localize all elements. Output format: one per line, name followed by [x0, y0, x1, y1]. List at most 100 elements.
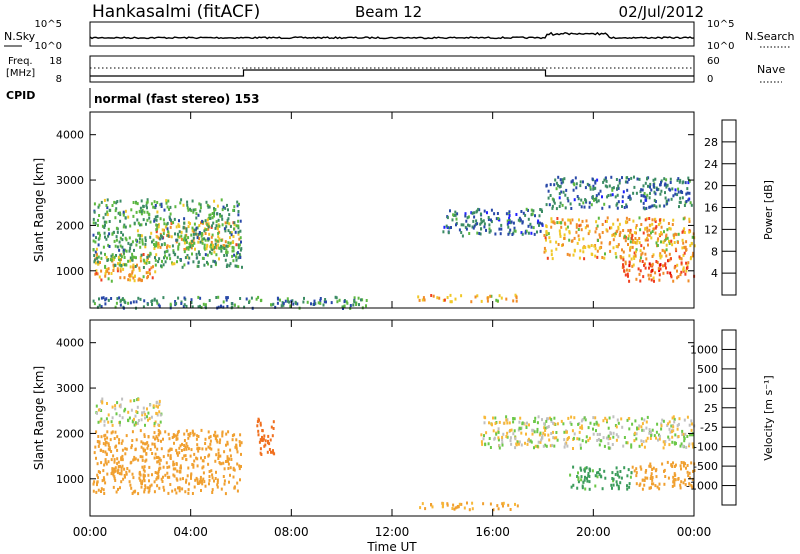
power-cell	[646, 193, 649, 197]
power-cell	[336, 300, 339, 304]
power-cell	[118, 257, 120, 261]
power-cell	[197, 305, 200, 309]
velocity-cell	[103, 434, 106, 438]
power-cell	[665, 266, 667, 270]
power-cell	[651, 218, 654, 222]
power-cell	[115, 301, 118, 305]
velocity-cell	[635, 482, 638, 486]
power-cell	[144, 236, 147, 240]
power-cell	[270, 303, 272, 307]
power-cell	[490, 218, 492, 222]
velocity-cell	[127, 410, 130, 414]
velocity-cell	[225, 432, 228, 436]
velocity-cell	[636, 427, 639, 431]
power-cell	[152, 238, 155, 242]
power-cell	[456, 212, 459, 216]
power-cell	[593, 186, 596, 190]
power-cell	[204, 253, 207, 257]
power-cell	[634, 237, 637, 240]
velocity-cell	[608, 446, 611, 450]
noise-left-label: N.Sky	[4, 30, 36, 43]
velocity-cell	[589, 469, 592, 473]
power-cell	[106, 198, 109, 202]
power-cell	[629, 228, 632, 232]
velocity-cell	[607, 442, 610, 446]
velocity-cell	[158, 466, 161, 470]
power-cell	[124, 216, 127, 220]
velocity-cell	[540, 438, 543, 442]
power-cell	[235, 255, 237, 259]
power-cell	[129, 278, 132, 282]
velocity-cell	[217, 451, 220, 455]
power-cell	[560, 190, 563, 194]
power-cell	[576, 195, 579, 198]
power-cell	[161, 228, 164, 232]
power-cell	[601, 195, 603, 199]
power-cell	[153, 244, 156, 248]
velocity-cell	[190, 448, 193, 452]
power-cell	[687, 261, 690, 265]
velocity-cell	[158, 462, 161, 466]
power-cell	[119, 213, 122, 217]
power-cell	[164, 254, 166, 258]
velocity-cell	[692, 469, 694, 473]
velocity-cell	[655, 475, 658, 479]
power-cell	[513, 228, 516, 232]
power-cell	[473, 224, 476, 228]
power-cell	[160, 234, 162, 238]
velocity-cell	[675, 441, 677, 445]
velocity-cell	[651, 482, 653, 486]
velocity-cell	[588, 480, 591, 484]
power-cell	[567, 199, 570, 203]
power-cell	[213, 212, 216, 215]
power-cell	[158, 304, 161, 308]
power-cell	[590, 244, 593, 247]
power-cell	[165, 201, 168, 205]
velocity-cell	[140, 440, 143, 444]
velocity-cell	[125, 434, 128, 438]
power-cell	[579, 223, 582, 227]
freq-panel-frame	[89, 55, 695, 83]
power-cell	[207, 205, 210, 209]
power-cell	[471, 225, 474, 229]
power-cell	[206, 203, 209, 207]
power-cell	[479, 222, 482, 226]
velocity-cell	[442, 504, 444, 508]
power-cell	[233, 221, 236, 225]
velocity-cell	[662, 440, 665, 444]
power-cell	[488, 230, 491, 234]
velocity-cell	[671, 484, 674, 488]
power-cell	[628, 264, 631, 268]
power-cell	[149, 235, 152, 239]
power-cell	[679, 196, 682, 200]
power-cell	[104, 272, 107, 276]
velocity-cell	[113, 475, 116, 479]
power-cell	[155, 230, 158, 234]
power-cell	[183, 221, 186, 225]
power-cell	[635, 250, 637, 254]
velocity-cell	[210, 447, 213, 451]
velocity-cell	[144, 484, 147, 488]
power-cell	[465, 227, 468, 231]
velocity-cell	[505, 435, 508, 438]
velocity-cell	[514, 437, 517, 441]
power-cell	[473, 215, 476, 219]
power-cell	[214, 226, 217, 230]
velocity-cell	[683, 418, 686, 422]
velocity-cell	[179, 464, 182, 468]
power-cell	[343, 300, 346, 304]
velocity-cell	[102, 469, 105, 473]
velocity-cell	[532, 428, 535, 432]
velocity-colorbar-label: Velocity [m s⁻¹]	[762, 375, 775, 460]
velocity-cell	[649, 465, 652, 469]
power-cell	[168, 207, 170, 211]
velocity-cell	[239, 433, 242, 437]
velocity-cell	[177, 486, 179, 490]
power-cell	[124, 248, 127, 252]
power-cell	[619, 255, 622, 259]
power-cell	[668, 226, 671, 230]
velocity-cell	[137, 492, 140, 496]
colorbar-tick-label: 12	[704, 223, 718, 236]
velocity-cell	[101, 399, 104, 403]
power-cell	[630, 257, 633, 261]
